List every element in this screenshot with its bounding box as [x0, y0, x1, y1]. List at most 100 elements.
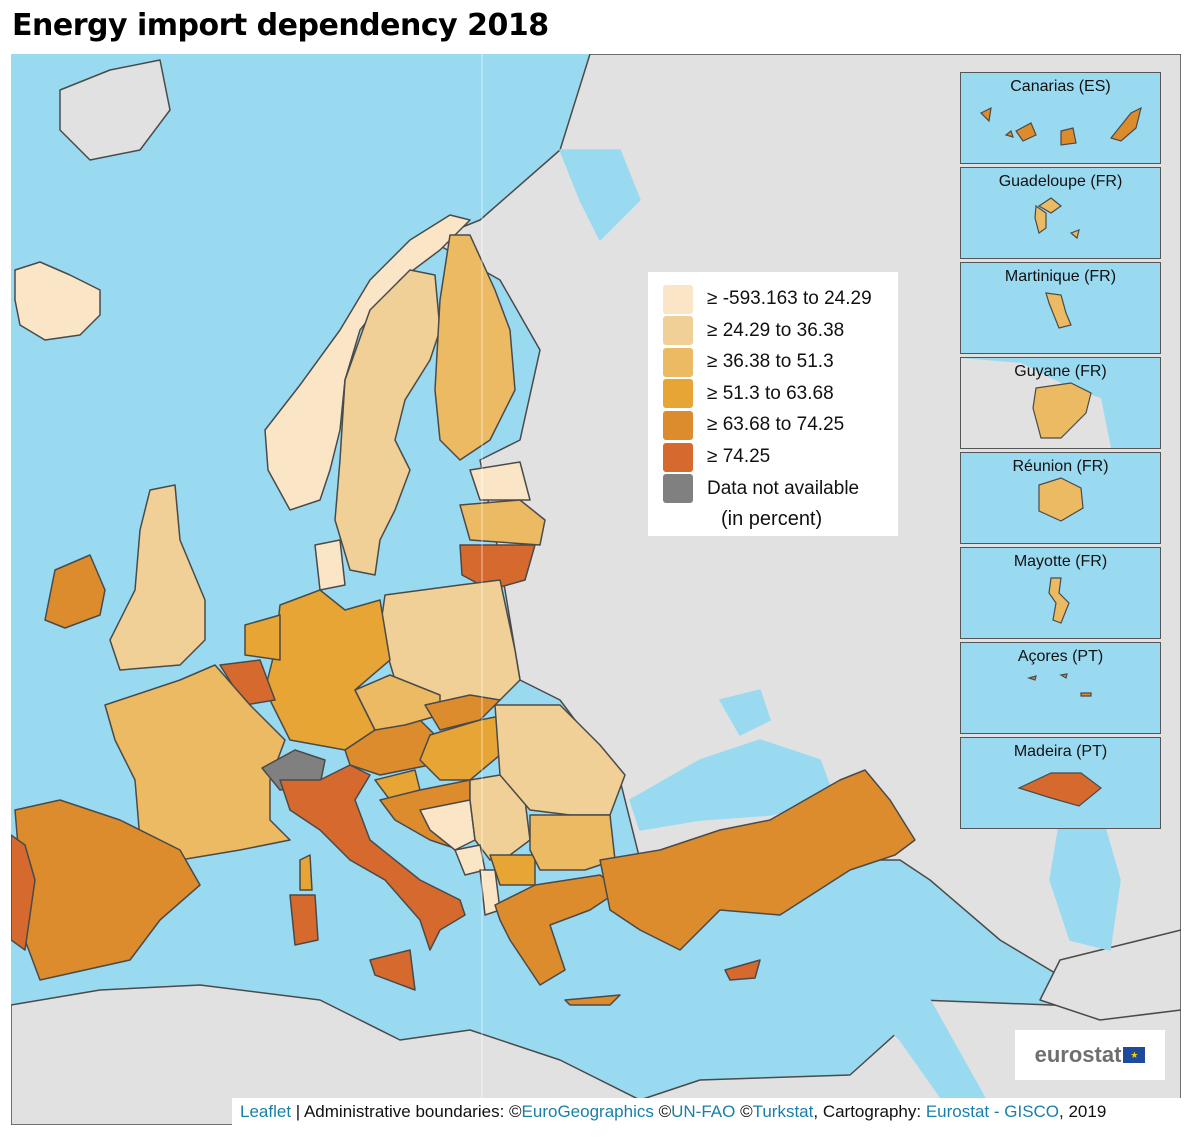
inset-shape-group	[1048, 577, 1070, 624]
region-sicily[interactable]	[369, 949, 416, 991]
inset-region[interactable]	[1004, 129, 1014, 138]
inset-region[interactable]	[1017, 772, 1102, 807]
inset-map[interactable]: Açores (PT)	[960, 642, 1161, 734]
region-corsica[interactable]	[299, 854, 313, 891]
inset-region[interactable]	[1034, 204, 1047, 234]
inset-map[interactable]: Canarias (ES)	[960, 72, 1161, 164]
inset-map[interactable]: Mayotte (FR)	[960, 547, 1161, 639]
attribution-bar: Leaflet | Administrative boundaries: ©Eu…	[232, 1098, 1181, 1125]
region-tr[interactable]	[599, 769, 916, 951]
sea-red-sea	[859, 979, 1001, 1125]
legend-swatch	[663, 410, 693, 440]
legend-label: ≥ 51.3 to 63.68	[707, 382, 834, 404]
region-se[interactable]	[334, 269, 441, 576]
legend-item: ≥ 36.38 to 51.3	[663, 347, 834, 377]
inset-region[interactable]	[979, 106, 992, 123]
inset-map[interactable]: Guyane (FR)	[960, 357, 1161, 449]
inset-region[interactable]	[1026, 675, 1037, 681]
attribution-text: , Cartography:	[813, 1102, 926, 1121]
gisco-link[interactable]: Eurostat - GISCO	[925, 1102, 1060, 1121]
region-ee[interactable]	[469, 461, 531, 501]
legend-swatch	[663, 442, 693, 472]
region-is[interactable]	[14, 261, 101, 341]
region-fi[interactable]	[434, 234, 516, 461]
region-fr[interactable]	[104, 664, 291, 861]
region-sardinia[interactable]	[289, 894, 319, 946]
inset-label: Réunion (FR)	[1012, 458, 1109, 475]
region-sk[interactable]	[424, 694, 501, 731]
legend-swatch	[663, 347, 693, 377]
region-pt[interactable]	[11, 834, 36, 951]
inset-shape-group	[961, 358, 1111, 448]
legend-label: ≥ 24.29 to 36.38	[707, 319, 845, 341]
legend-label: ≥ 63.68 to 74.25	[707, 414, 845, 436]
region-ba[interactable]	[419, 799, 476, 851]
inset-shape-group	[1026, 673, 1092, 697]
region-hu[interactable]	[419, 714, 506, 781]
region-crete[interactable]	[564, 994, 621, 1006]
inset-label: Mayotte (FR)	[1013, 553, 1108, 570]
turkstat-link[interactable]: Turkstat	[752, 1102, 814, 1121]
attribution-text: | Administrative boundaries: ©	[291, 1102, 522, 1121]
inset-label: Guadeloupe (FR)	[998, 173, 1123, 190]
legend-item: Data not available	[663, 474, 859, 504]
region-dk[interactable]	[314, 539, 346, 591]
logo-text: eurostat	[1034, 1042, 1122, 1067]
region-ie[interactable]	[44, 554, 106, 629]
inset-shape-group	[1038, 477, 1084, 522]
legend-swatch	[663, 474, 693, 504]
inset-region[interactable]	[1015, 122, 1037, 142]
inset-region[interactable]	[1060, 127, 1077, 146]
inset-region[interactable]	[1037, 197, 1063, 214]
inset-shape-group	[1034, 197, 1080, 240]
region-uk[interactable]	[109, 484, 206, 671]
region-lt[interactable]	[459, 544, 536, 591]
inset-map[interactable]: Martinique (FR)	[960, 262, 1161, 354]
inset-label: Martinique (FR)	[1004, 268, 1117, 285]
eurogeographics-link[interactable]: EuroGeographics	[521, 1102, 654, 1121]
inset-map[interactable]: Guadeloupe (FR)	[960, 167, 1161, 259]
eurostat-logo[interactable]: eurostat ★	[1015, 1030, 1165, 1080]
attribution-text: , 2019	[1059, 1102, 1107, 1121]
inset-region[interactable]	[1109, 106, 1142, 142]
inset-region[interactable]	[1038, 477, 1084, 522]
region-nl[interactable]	[244, 614, 281, 661]
inset-map[interactable]: Madeira (PT)	[960, 737, 1161, 829]
region-el[interactable]	[494, 874, 621, 986]
inset-label: Guyane (FR)	[1014, 363, 1107, 380]
region-de[interactable]	[264, 589, 391, 751]
legend-item: ≥ 74.25	[663, 442, 770, 472]
sea-azov	[719, 689, 771, 736]
legend-label: ≥ 36.38 to 51.3	[707, 351, 834, 373]
attribution-text: ©	[653, 1102, 672, 1121]
map-title: Energy import dependency 2018	[12, 8, 549, 43]
leaflet-link[interactable]: Leaflet	[240, 1102, 292, 1121]
region-cy[interactable]	[724, 959, 761, 981]
inset-region[interactable]	[1080, 692, 1092, 697]
inset-region[interactable]	[1032, 382, 1092, 439]
legend-label: ≥ -593.163 to 24.29	[707, 288, 872, 309]
region-bg[interactable]	[529, 814, 616, 871]
unfao-link[interactable]: UN-FAO	[671, 1102, 736, 1121]
inset-shape-group	[1045, 292, 1072, 329]
legend-label: Data not available	[707, 477, 860, 499]
legend-swatch	[663, 284, 693, 314]
inset-map[interactable]: Réunion (FR)	[960, 452, 1161, 544]
inset-region[interactable]	[1069, 229, 1080, 240]
attribution-text: ©	[735, 1102, 753, 1121]
region-it[interactable]	[279, 764, 466, 951]
inset-region[interactable]	[1048, 577, 1070, 624]
land-north-africa	[11, 984, 1181, 1125]
legend-item: ≥ -593.163 to 24.29	[663, 284, 872, 314]
inset-region[interactable]	[1045, 292, 1072, 329]
inset-label: Canarias (ES)	[1010, 78, 1111, 95]
region-lv[interactable]	[459, 499, 546, 546]
land-middle-east	[1039, 929, 1181, 1021]
legend: ≥ -593.163 to 24.29 ≥ 24.29 to 36.38 ≥ 36.…	[648, 272, 898, 536]
legend-swatch	[663, 316, 693, 346]
legend-unit-note: (in percent)	[721, 508, 823, 530]
inset-region[interactable]	[1059, 673, 1068, 679]
legend-item: ≥ 24.29 to 36.38	[663, 316, 844, 346]
eu-flag-icon: ★	[1123, 1047, 1146, 1063]
inset-shape-group	[979, 106, 1142, 146]
